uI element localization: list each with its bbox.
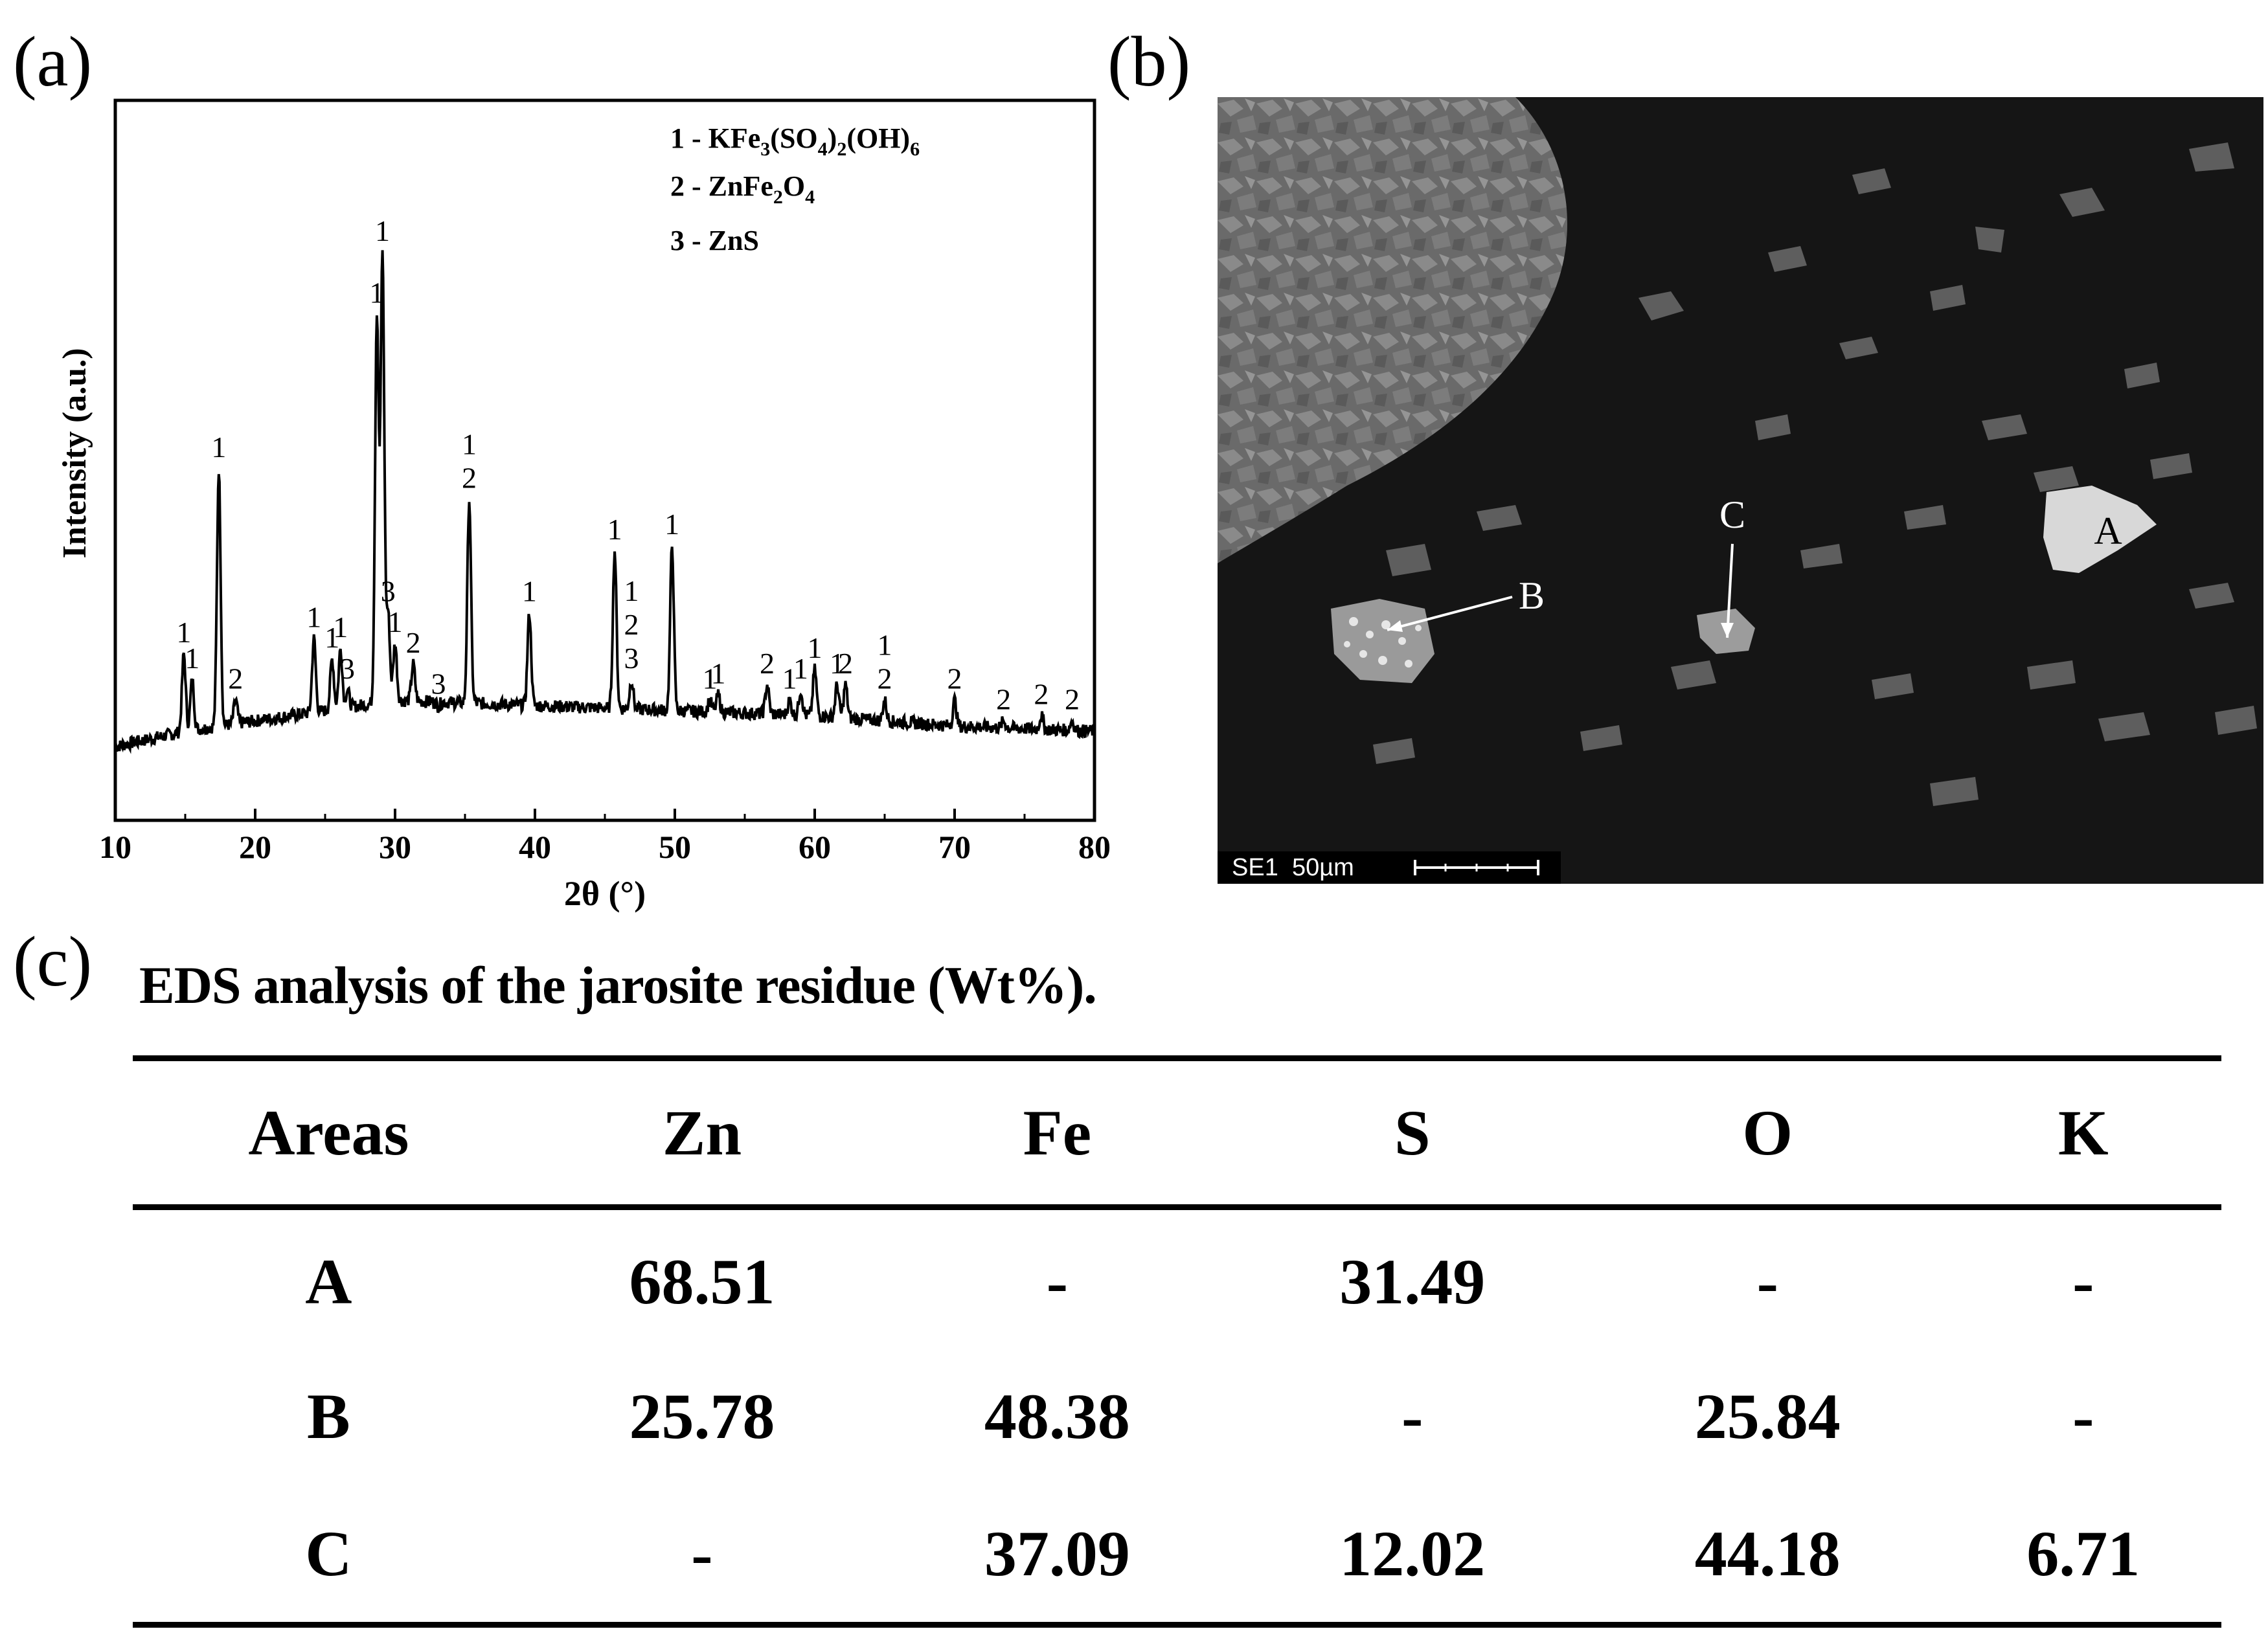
cell-area: A	[305, 1245, 352, 1318]
peak-label: 1	[830, 647, 845, 680]
peak-label: 1	[703, 662, 718, 695]
eds-table: Areas Zn Fe S O K A 68.51 - 31.49 - - B …	[133, 1055, 2221, 1628]
header-k: K	[2058, 1097, 2109, 1169]
header-zn: Zn	[662, 1097, 742, 1169]
x-tick-label: 60	[799, 829, 831, 865]
peak-label: 2	[947, 662, 962, 695]
header-s: S	[1394, 1097, 1431, 1169]
x-tick-label: 10	[99, 829, 131, 865]
table-row: B 25.78 48.38 - 25.84 -	[133, 1347, 2221, 1486]
cell-zn: -	[691, 1518, 713, 1590]
peak-label: 1	[808, 631, 822, 664]
peak-label: 1	[375, 214, 390, 247]
cell-o: -	[1756, 1245, 1778, 1318]
panel-label-c: (c)	[13, 922, 93, 1001]
cell-fe: 37.09	[984, 1518, 1130, 1590]
peak-label: 1	[333, 611, 348, 644]
peak-label: 1	[624, 574, 639, 607]
cell-area: B	[307, 1380, 350, 1452]
legend-item-3: 3 - ZnS	[670, 225, 759, 256]
legend-item-1: 1 - KFe3(SO4)2(OH)6	[670, 122, 920, 160]
x-tick-label: 30	[379, 829, 411, 865]
x-tick-label: 20	[239, 829, 271, 865]
legend-item-2: 2 - ZnFe2O4	[670, 170, 815, 208]
x-tick-label: 50	[659, 829, 691, 865]
sem-particle-a	[2043, 486, 2157, 573]
x-axis-ticks: 10 20 30 40 50 60 70 80	[99, 809, 1111, 865]
peak-label: 2	[838, 647, 853, 680]
peak-label: 1	[710, 657, 725, 690]
cell-zn: 68.51	[629, 1245, 775, 1318]
peak-label: 2	[228, 662, 243, 695]
peak-label: 1	[607, 513, 622, 546]
peak-label: 1	[388, 605, 403, 638]
peak-label: 1	[306, 600, 321, 633]
peak-label: 1	[782, 662, 797, 695]
cell-o: 25.84	[1694, 1380, 1841, 1452]
sem-grain-mass	[1218, 97, 1567, 563]
peak-label: 2	[996, 682, 1011, 715]
peak-label: 3	[624, 642, 639, 675]
xrd-pattern-line	[114, 250, 1096, 754]
sem-particles	[1373, 142, 2257, 806]
x-tick-label: 80	[1078, 829, 1111, 865]
header-o: O	[1742, 1097, 1793, 1169]
peak-label: 1	[462, 428, 477, 461]
x-axis-label: 2θ (°)	[564, 874, 646, 913]
peak-label: 2	[878, 662, 892, 695]
x-tick-label: 70	[938, 829, 971, 865]
sem-label-c: C	[1719, 493, 1745, 536]
cell-k: 6.71	[2026, 1518, 2140, 1590]
peak-label: 2	[1034, 678, 1049, 711]
cell-s: 12.02	[1339, 1518, 1486, 1590]
table-header-row: Areas Zn Fe S O K	[133, 1059, 2221, 1208]
peak-label: 1	[878, 629, 892, 662]
sem-info-text: SE1 50µm	[1232, 854, 1354, 881]
sem-image: A B C SE1 50µm	[1218, 97, 2263, 884]
header-areas: Areas	[248, 1097, 409, 1169]
cell-o: 44.18	[1694, 1518, 1841, 1590]
peak-label: 2	[624, 608, 639, 641]
peak-label: 1	[176, 616, 191, 649]
cell-fe: -	[1046, 1245, 1069, 1318]
peak-label: 3	[340, 652, 355, 685]
table-title: EDS analysis of the jarosite residue (Wt…	[139, 956, 1097, 1015]
cell-zn: 25.78	[629, 1380, 775, 1452]
sem-label-a: A	[2094, 510, 2122, 552]
sem-arrow-b	[1387, 596, 1513, 631]
peak-label: 1	[369, 276, 384, 309]
panel-label-a: (a)	[13, 22, 93, 101]
peak-label: 2	[1065, 682, 1080, 715]
cell-s: 31.49	[1339, 1245, 1486, 1318]
cell-k: -	[2072, 1380, 2094, 1452]
peak-label: 1	[211, 431, 226, 464]
sem-arrow-c	[1726, 543, 1734, 638]
peak-label: 1	[185, 642, 199, 675]
peak-label: 2	[462, 462, 477, 495]
sem-particle-b-speckles	[1344, 617, 1422, 668]
peak-label: 2	[760, 647, 775, 680]
peak-label: 1	[522, 575, 537, 608]
cell-s: -	[1401, 1380, 1423, 1452]
sem-label-b: B	[1519, 574, 1545, 617]
peak-label: 1	[793, 652, 808, 685]
peak-label: 1	[664, 508, 679, 541]
peak-label: 2	[406, 626, 421, 659]
cell-k: -	[2072, 1245, 2094, 1318]
panel-label-b: (b)	[1107, 22, 1191, 101]
peak-label: 3	[381, 575, 396, 608]
table-row: A 68.51 - 31.49 - -	[133, 1208, 2221, 1347]
table-row: C - 37.09 12.02 44.18 6.71	[133, 1486, 2221, 1625]
x-tick-label: 40	[519, 829, 551, 865]
y-axis-label: Intensity (a.u.)	[56, 348, 93, 558]
cell-area: C	[305, 1518, 352, 1590]
peak-label: 3	[431, 668, 446, 701]
header-fe: Fe	[1023, 1097, 1092, 1169]
legend: 1 - KFe3(SO4)2(OH)6 2 - ZnFe2O4 3 - ZnS	[670, 122, 920, 256]
cell-fe: 48.38	[984, 1380, 1130, 1452]
peak-label: 1	[324, 621, 339, 654]
